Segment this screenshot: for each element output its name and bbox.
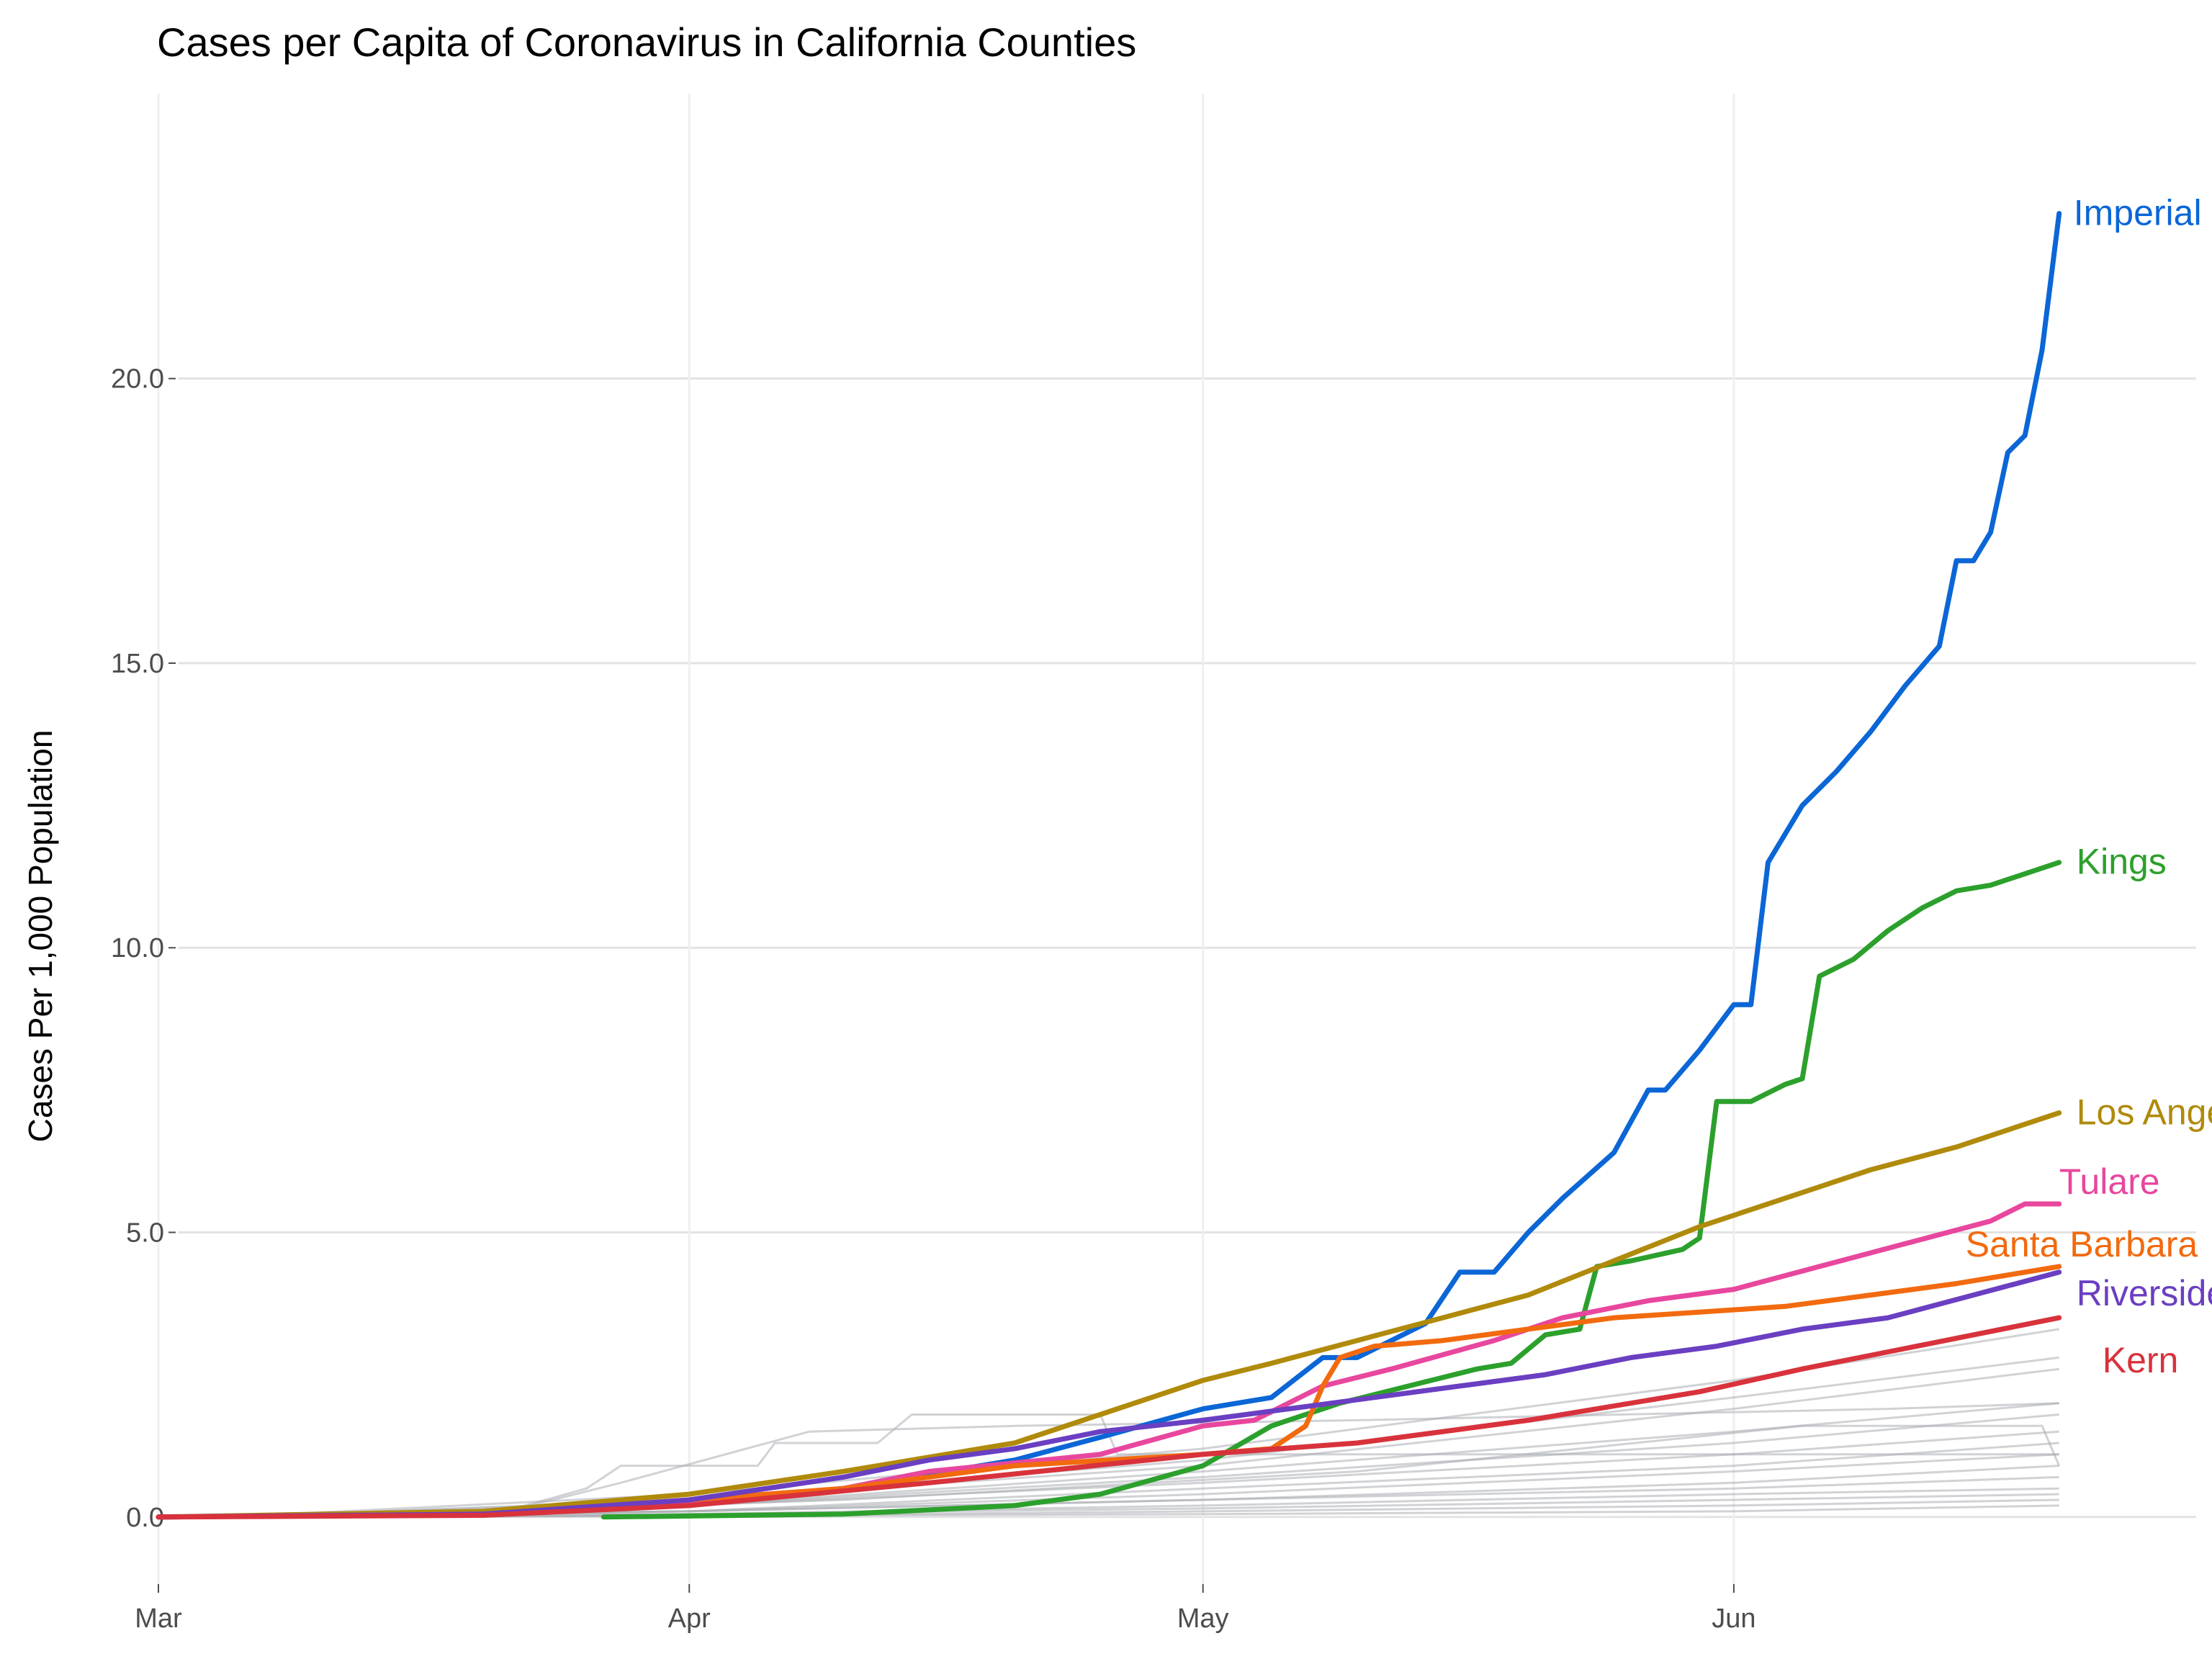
- other-county-line: [312, 1424, 2061, 1519]
- y-tick-label: 20.0: [111, 364, 164, 395]
- imperial-label: Imperial: [2074, 192, 2202, 233]
- los-angeles-label: Los Angeles: [2077, 1092, 2212, 1132]
- los-angeles-line: [156, 1110, 2062, 1520]
- highlighted-county-lines: [156, 211, 2062, 1520]
- riverside-line: [156, 1269, 2062, 1520]
- kings-label: Kings: [2077, 842, 2167, 882]
- riverside-label: Riverside: [2077, 1273, 2212, 1313]
- other-county-line: [483, 1402, 2059, 1519]
- y-tick-label: 15.0: [111, 649, 164, 679]
- kern-label: Kern: [2103, 1340, 2179, 1380]
- y-tick-label: 5.0: [126, 1218, 164, 1249]
- x-tick-label: Mar: [135, 1604, 182, 1634]
- series-labels: Imperial Kings Los Angeles Tulare Santa Barb…: [1966, 192, 2212, 1380]
- grid: [157, 94, 2196, 1584]
- y-tick-label: 10.0: [111, 933, 164, 963]
- kern-line: [156, 1315, 2062, 1520]
- imperial-line: [156, 211, 2062, 1520]
- tulare-label: Tulare: [2059, 1161, 2160, 1202]
- x-tick-label: May: [1177, 1604, 1229, 1634]
- santa-barbara-label: Santa Barbara: [1966, 1224, 2198, 1264]
- x-tick-label: Jun: [1712, 1604, 1755, 1634]
- x-tick-label: Apr: [668, 1604, 711, 1634]
- other-county-line: [227, 1504, 2059, 1519]
- other-county-line: [483, 1413, 2059, 1519]
- chart-title: Cases per Capita of Coronavirus in Calif…: [157, 19, 1136, 65]
- kings-line: [601, 860, 2062, 1520]
- y-axis-title: Cases Per 1,000 Population: [22, 730, 59, 1143]
